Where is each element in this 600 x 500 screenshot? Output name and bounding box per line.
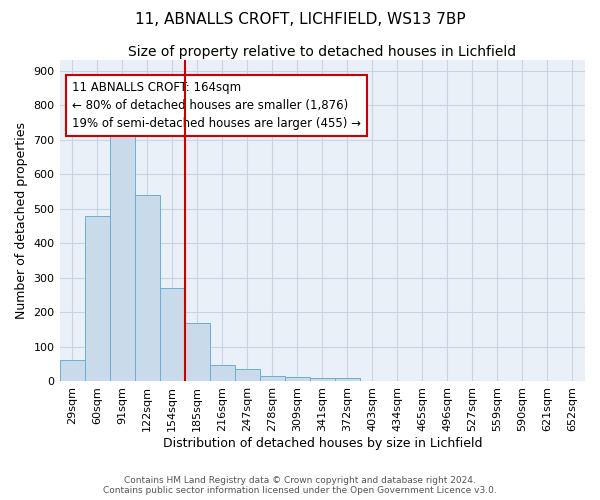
Y-axis label: Number of detached properties: Number of detached properties [15, 122, 28, 320]
Bar [285, 377, 310, 382]
Title: Size of property relative to detached houses in Lichfield: Size of property relative to detached ho… [128, 45, 517, 59]
Bar [110, 132, 134, 382]
Bar [235, 370, 260, 382]
Text: 11 ABNALLS CROFT: 164sqm
← 80% of detached houses are smaller (1,876)
19% of sem: 11 ABNALLS CROFT: 164sqm ← 80% of detach… [72, 81, 361, 130]
Bar [335, 378, 360, 382]
Bar [134, 194, 160, 382]
Bar [209, 365, 235, 382]
Bar [310, 378, 335, 382]
Text: Contains HM Land Registry data © Crown copyright and database right 2024.
Contai: Contains HM Land Registry data © Crown c… [103, 476, 497, 495]
Bar [260, 376, 285, 382]
X-axis label: Distribution of detached houses by size in Lichfield: Distribution of detached houses by size … [163, 437, 482, 450]
Bar [59, 360, 85, 382]
Bar [160, 288, 185, 382]
Text: 11, ABNALLS CROFT, LICHFIELD, WS13 7BP: 11, ABNALLS CROFT, LICHFIELD, WS13 7BP [134, 12, 466, 28]
Bar [85, 216, 110, 382]
Bar [185, 324, 209, 382]
